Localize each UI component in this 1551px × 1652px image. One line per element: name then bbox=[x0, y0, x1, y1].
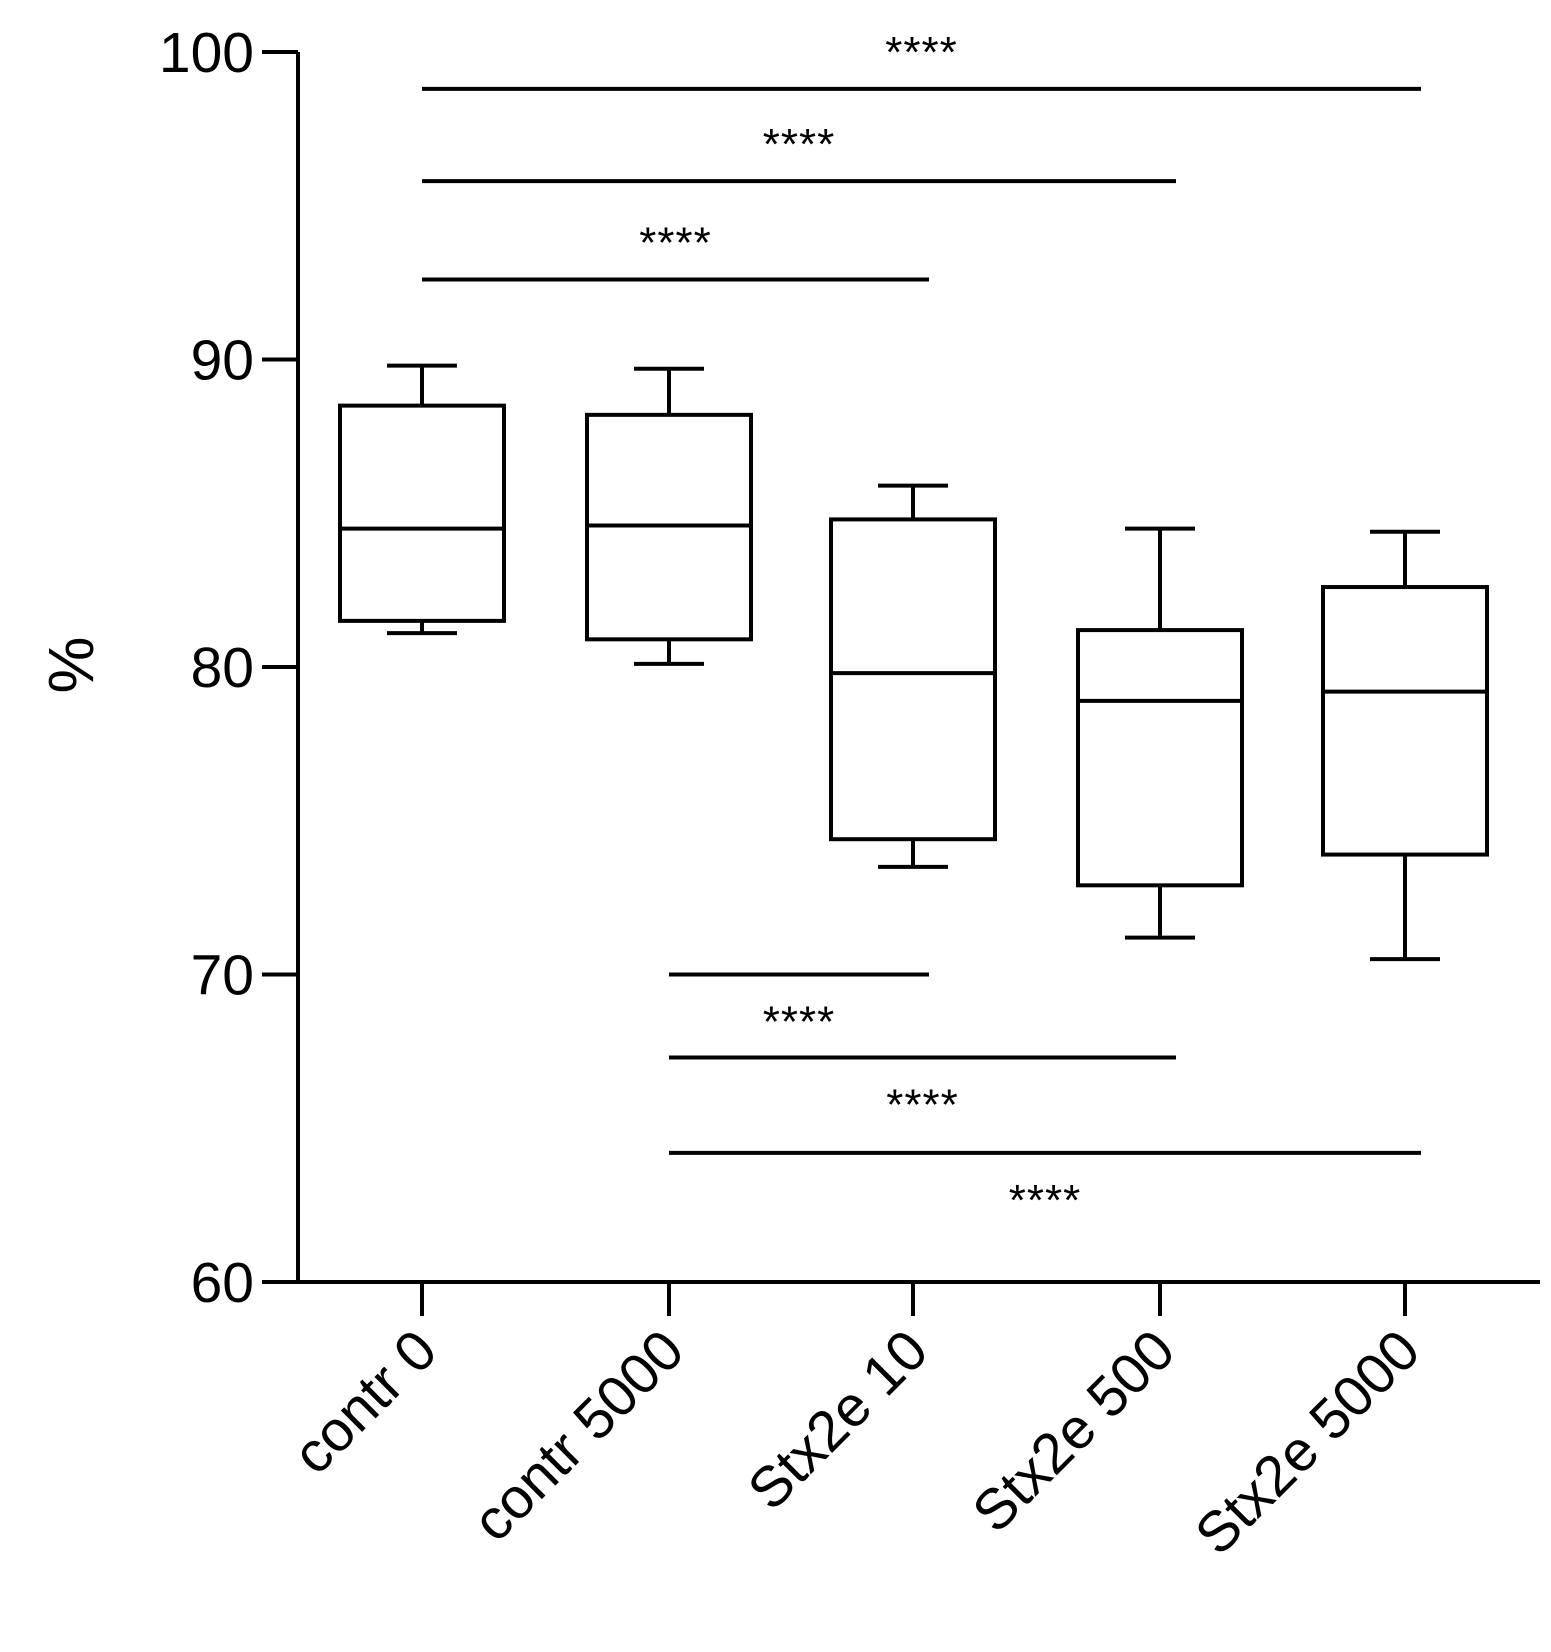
box-group bbox=[1321, 529, 1489, 962]
x-tick-label: Stx2e 5000 bbox=[1183, 1318, 1432, 1567]
box-group bbox=[1076, 526, 1244, 940]
x-tick-label: contr 0 bbox=[281, 1318, 449, 1486]
box-iqr bbox=[338, 403, 506, 623]
box-group bbox=[338, 363, 506, 636]
significance-label: **** bbox=[1009, 1176, 1082, 1225]
y-tick-label: 60 bbox=[191, 1251, 254, 1315]
significance-brackets: **** **** **** **** **** **** bbox=[422, 28, 1421, 1225]
significance-label: **** bbox=[885, 28, 958, 77]
y-tick-label: 90 bbox=[191, 329, 254, 393]
box-iqr bbox=[829, 517, 997, 842]
y-axis-label: % bbox=[35, 637, 107, 694]
x-tick-label: Stx2e 10 bbox=[736, 1318, 940, 1522]
box-group bbox=[585, 366, 753, 666]
y-tick-label: 80 bbox=[191, 636, 254, 700]
significance-label: **** bbox=[886, 1081, 959, 1130]
box-iqr bbox=[1076, 628, 1244, 888]
box-iqr bbox=[1321, 585, 1489, 857]
x-tick-label: contr 5000 bbox=[460, 1318, 696, 1554]
significance-label: **** bbox=[763, 120, 836, 169]
y-tick-label: 70 bbox=[191, 944, 254, 1008]
box-group bbox=[829, 483, 997, 869]
box-series bbox=[338, 363, 1489, 962]
significance-label: **** bbox=[639, 219, 712, 268]
significance-label: **** bbox=[763, 998, 836, 1047]
x-tick-label: Stx2e 500 bbox=[960, 1318, 1187, 1545]
y-tick-label: 100 bbox=[159, 21, 254, 85]
